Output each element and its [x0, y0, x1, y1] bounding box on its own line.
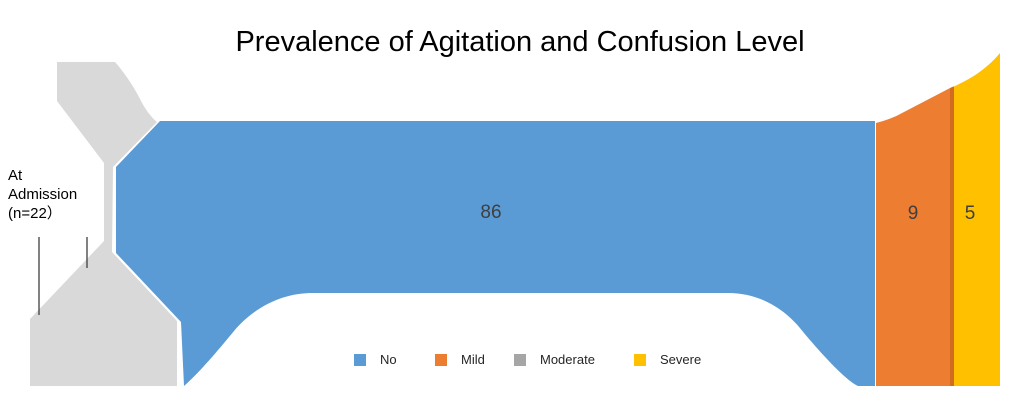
mild-flow-edge-shade — [950, 86, 954, 386]
legend-label-moderate: Moderate — [540, 352, 595, 367]
at-admission-line1: At — [8, 167, 23, 184]
legend-swatch-mild — [435, 353, 447, 366]
at-admission-line3: (n=22） — [8, 205, 62, 222]
legend-item-severe: Severe — [634, 351, 701, 368]
legend-swatch-moderate — [514, 353, 526, 366]
no-flow-band — [116, 121, 875, 386]
legend-item-moderate: Moderate — [514, 351, 595, 368]
value-label-severe: 5 — [964, 203, 976, 224]
at-admission-label: At Admission (n=22） — [8, 166, 77, 223]
legend-swatch-no — [354, 353, 366, 366]
legend-label-severe: Severe — [660, 352, 702, 367]
legend-item-mild: Mild — [435, 351, 485, 368]
mild-flow-band — [876, 86, 954, 387]
moderate-flow-ribbon — [30, 62, 177, 386]
severe-flow-band — [954, 53, 1000, 386]
legend-item-no: No — [354, 351, 397, 368]
legend-swatch-severe — [634, 353, 646, 366]
legend: No Mild Moderate Severe — [0, 351, 1024, 368]
value-label-mild: 9 — [907, 203, 919, 224]
legend-label-mild: Mild — [461, 352, 485, 367]
value-label-no: 86 — [480, 202, 502, 223]
legend-label-no: No — [380, 352, 397, 367]
chart-title: Prevalence of Agitation and Confusion Le… — [235, 26, 805, 58]
at-admission-line2: Admission — [8, 186, 78, 203]
